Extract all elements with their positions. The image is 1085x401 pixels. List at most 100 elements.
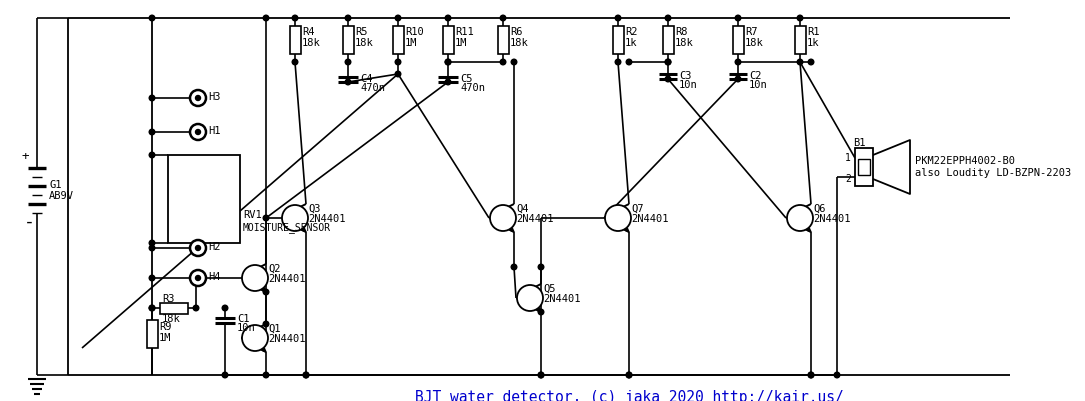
- Circle shape: [736, 15, 741, 21]
- Bar: [290, 26, 301, 54]
- Text: 2N4401: 2N4401: [631, 214, 668, 224]
- Bar: [858, 159, 870, 175]
- Circle shape: [626, 372, 631, 378]
- Circle shape: [190, 124, 206, 140]
- Circle shape: [808, 59, 814, 65]
- Bar: [146, 320, 158, 348]
- Text: 1M: 1M: [455, 38, 468, 48]
- Text: 2N4401: 2N4401: [542, 294, 580, 304]
- Circle shape: [834, 372, 840, 378]
- Text: R9: R9: [159, 322, 171, 332]
- Circle shape: [665, 15, 671, 21]
- Circle shape: [445, 59, 450, 65]
- Text: R8: R8: [675, 27, 688, 37]
- Text: R4: R4: [302, 27, 315, 37]
- Text: Q6: Q6: [813, 204, 826, 214]
- Bar: [663, 26, 674, 54]
- Circle shape: [445, 79, 450, 85]
- Circle shape: [150, 240, 155, 246]
- Circle shape: [303, 372, 309, 378]
- Text: C3: C3: [679, 71, 691, 81]
- Text: 470n: 470n: [460, 83, 485, 93]
- Circle shape: [222, 372, 228, 378]
- Circle shape: [345, 59, 350, 65]
- Circle shape: [538, 372, 544, 378]
- Text: 1M: 1M: [159, 333, 171, 343]
- Bar: [443, 26, 454, 54]
- Text: 18k: 18k: [162, 314, 181, 324]
- Text: AB9V: AB9V: [49, 191, 74, 201]
- Circle shape: [511, 59, 516, 65]
- Text: Q2: Q2: [268, 264, 281, 274]
- Text: R2: R2: [625, 27, 638, 37]
- Circle shape: [787, 205, 813, 231]
- Text: R1: R1: [807, 27, 819, 37]
- Circle shape: [808, 372, 814, 378]
- Text: H2: H2: [208, 242, 220, 252]
- Text: C1: C1: [237, 314, 250, 324]
- Circle shape: [150, 305, 155, 311]
- Circle shape: [445, 59, 450, 65]
- Circle shape: [395, 59, 400, 65]
- Text: 1M: 1M: [405, 38, 418, 48]
- Text: H3: H3: [208, 92, 220, 102]
- Circle shape: [195, 95, 201, 101]
- Circle shape: [282, 205, 308, 231]
- Bar: [343, 26, 354, 54]
- Circle shape: [538, 372, 544, 378]
- Text: Q1: Q1: [268, 324, 281, 334]
- Circle shape: [736, 59, 741, 65]
- Circle shape: [264, 15, 269, 21]
- Text: 1: 1: [845, 153, 851, 163]
- Polygon shape: [807, 228, 810, 232]
- Circle shape: [538, 309, 544, 315]
- Text: R11: R11: [455, 27, 474, 37]
- Circle shape: [665, 76, 671, 82]
- Text: 18k: 18k: [675, 38, 693, 48]
- Circle shape: [626, 372, 631, 378]
- Text: Q4: Q4: [516, 204, 528, 214]
- Bar: [795, 26, 806, 54]
- Text: 2N4401: 2N4401: [308, 214, 345, 224]
- Circle shape: [516, 285, 542, 311]
- Circle shape: [195, 275, 201, 281]
- Text: 10n: 10n: [679, 80, 698, 90]
- Bar: [159, 303, 188, 314]
- Text: 2N4401: 2N4401: [516, 214, 553, 224]
- Circle shape: [511, 264, 516, 270]
- Text: R5: R5: [355, 27, 368, 37]
- Circle shape: [264, 321, 269, 327]
- Circle shape: [195, 130, 201, 134]
- Text: 18k: 18k: [302, 38, 321, 48]
- Text: Q3: Q3: [308, 204, 320, 214]
- Circle shape: [264, 289, 269, 295]
- Bar: [168, 155, 240, 243]
- Text: 18k: 18k: [510, 38, 528, 48]
- Circle shape: [665, 59, 671, 65]
- Text: R10: R10: [405, 27, 424, 37]
- Circle shape: [605, 205, 631, 231]
- Circle shape: [490, 205, 516, 231]
- Circle shape: [242, 325, 268, 351]
- Text: G1: G1: [49, 180, 62, 190]
- Text: Q7: Q7: [631, 204, 643, 214]
- Circle shape: [500, 15, 506, 21]
- Circle shape: [150, 129, 155, 135]
- Text: R6: R6: [510, 27, 523, 37]
- Circle shape: [615, 59, 621, 65]
- Bar: [393, 26, 404, 54]
- Circle shape: [150, 245, 155, 251]
- Text: BJT water detector, (c) jaka 2020 http://kair.us/: BJT water detector, (c) jaka 2020 http:/…: [414, 390, 844, 401]
- Circle shape: [242, 265, 268, 291]
- Circle shape: [808, 372, 814, 378]
- Circle shape: [150, 95, 155, 101]
- Text: R7: R7: [745, 27, 757, 37]
- Text: 18k: 18k: [745, 38, 764, 48]
- Circle shape: [150, 152, 155, 158]
- Text: C5: C5: [460, 74, 472, 84]
- Circle shape: [538, 264, 544, 270]
- Text: 2N4401: 2N4401: [268, 274, 306, 284]
- Text: B1: B1: [853, 138, 866, 148]
- Bar: [498, 26, 509, 54]
- Text: 18k: 18k: [355, 38, 373, 48]
